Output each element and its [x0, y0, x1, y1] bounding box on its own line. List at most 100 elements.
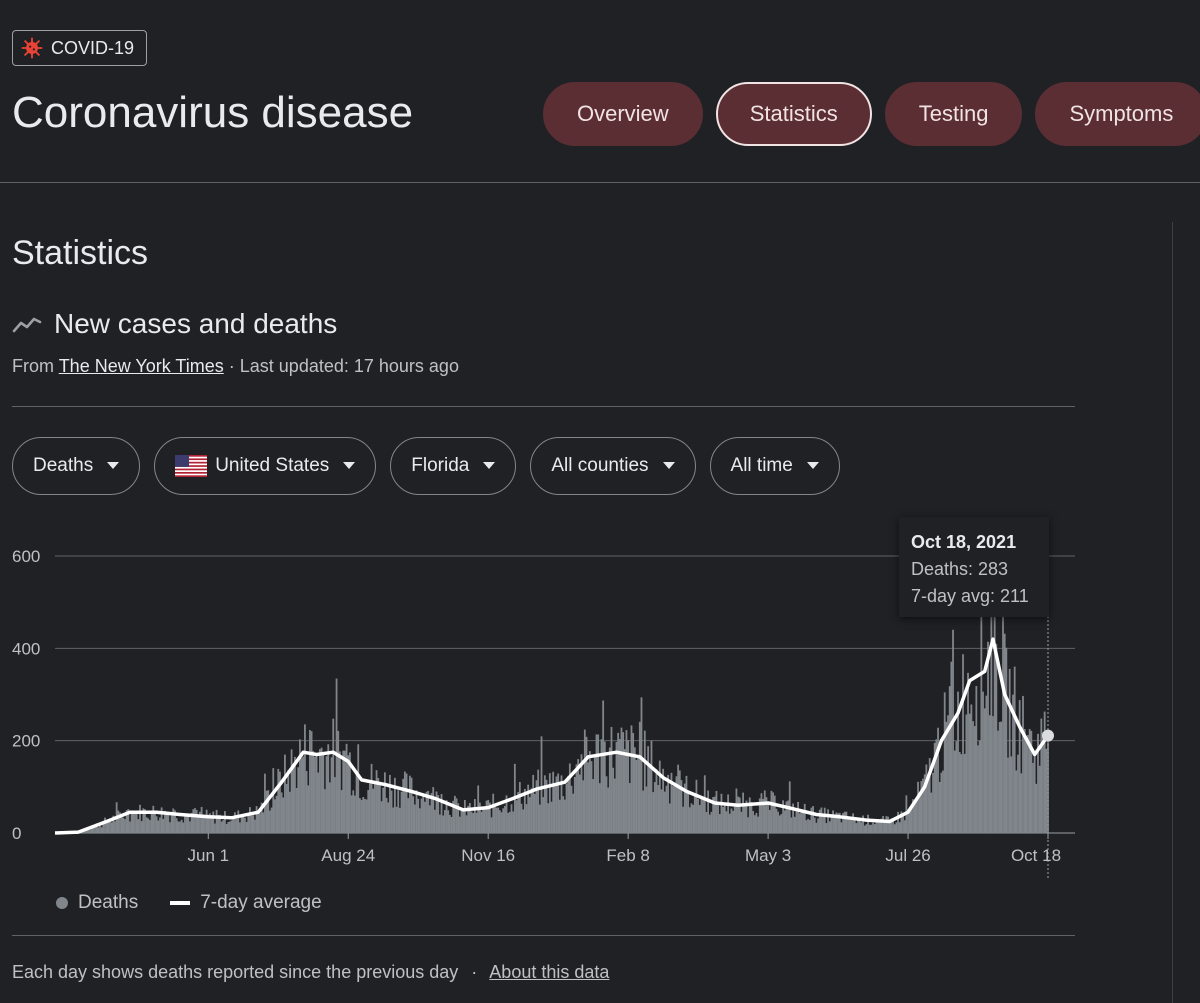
deaths-bar — [1037, 733, 1039, 833]
deaths-bar — [547, 803, 550, 833]
deaths-bar — [790, 817, 793, 833]
deaths-bar — [753, 815, 756, 833]
state-dropdown[interactable]: Florida — [390, 437, 517, 495]
deaths-bar — [387, 802, 390, 833]
tooltip-average: 7-day avg: 211 — [911, 586, 1029, 606]
metric-dropdown[interactable]: Deaths — [12, 437, 141, 495]
tab-statistics[interactable]: Statistics — [715, 82, 872, 146]
deaths-bar — [325, 756, 328, 833]
about-data-link[interactable]: About this data — [489, 962, 610, 982]
deaths-bar — [127, 809, 130, 833]
deaths-bar — [267, 790, 270, 833]
deaths-bar — [259, 813, 261, 833]
deaths-bar — [568, 763, 571, 833]
deaths-bar — [665, 785, 668, 833]
deaths-bar — [250, 815, 253, 833]
deaths-bar — [377, 778, 380, 833]
tab-symptoms[interactable]: Symptoms — [1035, 82, 1200, 146]
deaths-bar — [129, 821, 131, 833]
deaths-bar — [743, 805, 746, 833]
deaths-bar — [324, 789, 326, 833]
deaths-bar — [537, 769, 540, 833]
deaths-bar — [763, 790, 766, 833]
deaths-bar — [304, 724, 306, 833]
tab-testing[interactable]: Testing — [884, 82, 1023, 146]
deaths-bar — [755, 812, 758, 833]
deaths-bar — [560, 775, 563, 833]
deaths-bar — [957, 691, 959, 833]
deaths-bar — [289, 791, 291, 833]
caret-down-icon — [107, 462, 120, 469]
deaths-bar — [802, 809, 804, 833]
deaths-bar — [663, 791, 666, 833]
tab-overview[interactable]: Overview — [543, 82, 703, 146]
deaths-bar — [1013, 666, 1016, 833]
deaths-bar — [1035, 783, 1038, 833]
chart-legend: Deaths 7-day average — [56, 892, 322, 914]
deaths-bar — [310, 731, 313, 833]
deaths-bar — [777, 811, 779, 833]
deaths-bar — [202, 814, 205, 833]
deaths-bar — [109, 820, 111, 833]
deaths-bar — [1045, 748, 1048, 833]
card-title-text: New cases and deaths — [54, 308, 338, 339]
covid-badge[interactable]: COVID-19 — [12, 30, 148, 66]
deaths-bar — [830, 815, 833, 833]
deaths-bar — [433, 809, 436, 833]
deaths-bar — [770, 790, 773, 833]
filter-bar: Deaths United States Florida All countie… — [12, 437, 840, 495]
deaths-bar — [987, 641, 989, 833]
deaths-bar — [585, 736, 588, 833]
deaths-bar — [249, 807, 251, 833]
deaths-bar — [913, 802, 916, 833]
deaths-bar — [390, 790, 393, 833]
country-dropdown[interactable]: United States — [154, 437, 377, 495]
average-legend-label: 7-day average — [200, 892, 322, 913]
deaths-bar — [543, 775, 546, 833]
deaths-bar — [157, 820, 160, 833]
tooltip-date: Oct 18, 2021 — [911, 532, 1017, 552]
deaths-bar — [212, 811, 215, 833]
deaths-bar — [482, 806, 485, 833]
deaths-bar — [214, 823, 216, 833]
deaths-bar — [715, 790, 718, 833]
deaths-bar — [397, 790, 400, 833]
deaths-bar — [307, 785, 310, 833]
deaths-bar — [254, 819, 256, 833]
deaths-bar — [408, 775, 411, 833]
deaths-bar — [1033, 755, 1036, 833]
column-divider — [1172, 222, 1173, 1003]
deaths-bar — [825, 823, 828, 833]
source-link[interactable]: The New York Times — [58, 356, 224, 376]
deaths-bar — [760, 793, 763, 833]
deaths-bar — [570, 785, 573, 833]
caret-down-icon — [343, 462, 356, 469]
deaths-bar — [438, 814, 441, 833]
deaths-chart[interactable]: 0 200 400 600 Jun 1 Aug 24 Nov 16 Feb 8 May 3 Jul… — [0, 520, 1090, 885]
deaths-bar — [255, 806, 258, 833]
deaths-bar — [189, 821, 191, 833]
deaths-bar — [670, 772, 673, 833]
footer-divider — [12, 935, 1075, 936]
deaths-bar — [510, 804, 513, 833]
time-range-dropdown[interactable]: All time — [709, 437, 840, 495]
deaths-bar — [119, 812, 121, 833]
deaths-bar — [595, 734, 598, 833]
deaths-bar — [992, 716, 994, 833]
deaths-bar — [270, 807, 273, 833]
deaths-bar — [600, 739, 603, 833]
x-tick-label: Nov 16 — [461, 846, 515, 865]
x-tick-label: Jun 1 — [187, 846, 229, 865]
deaths-bar — [463, 799, 466, 833]
deaths-bar — [605, 776, 608, 833]
deaths-bar — [92, 826, 95, 833]
deaths-bar — [968, 713, 971, 833]
county-dropdown[interactable]: All counties — [530, 437, 696, 495]
deaths-bar — [1015, 770, 1018, 833]
deaths-bar — [110, 822, 113, 833]
deaths-bar — [297, 767, 300, 833]
deaths-bar — [370, 763, 373, 833]
deaths-bar — [643, 730, 646, 833]
deaths-bar — [225, 824, 228, 833]
deaths-bar — [209, 813, 211, 833]
